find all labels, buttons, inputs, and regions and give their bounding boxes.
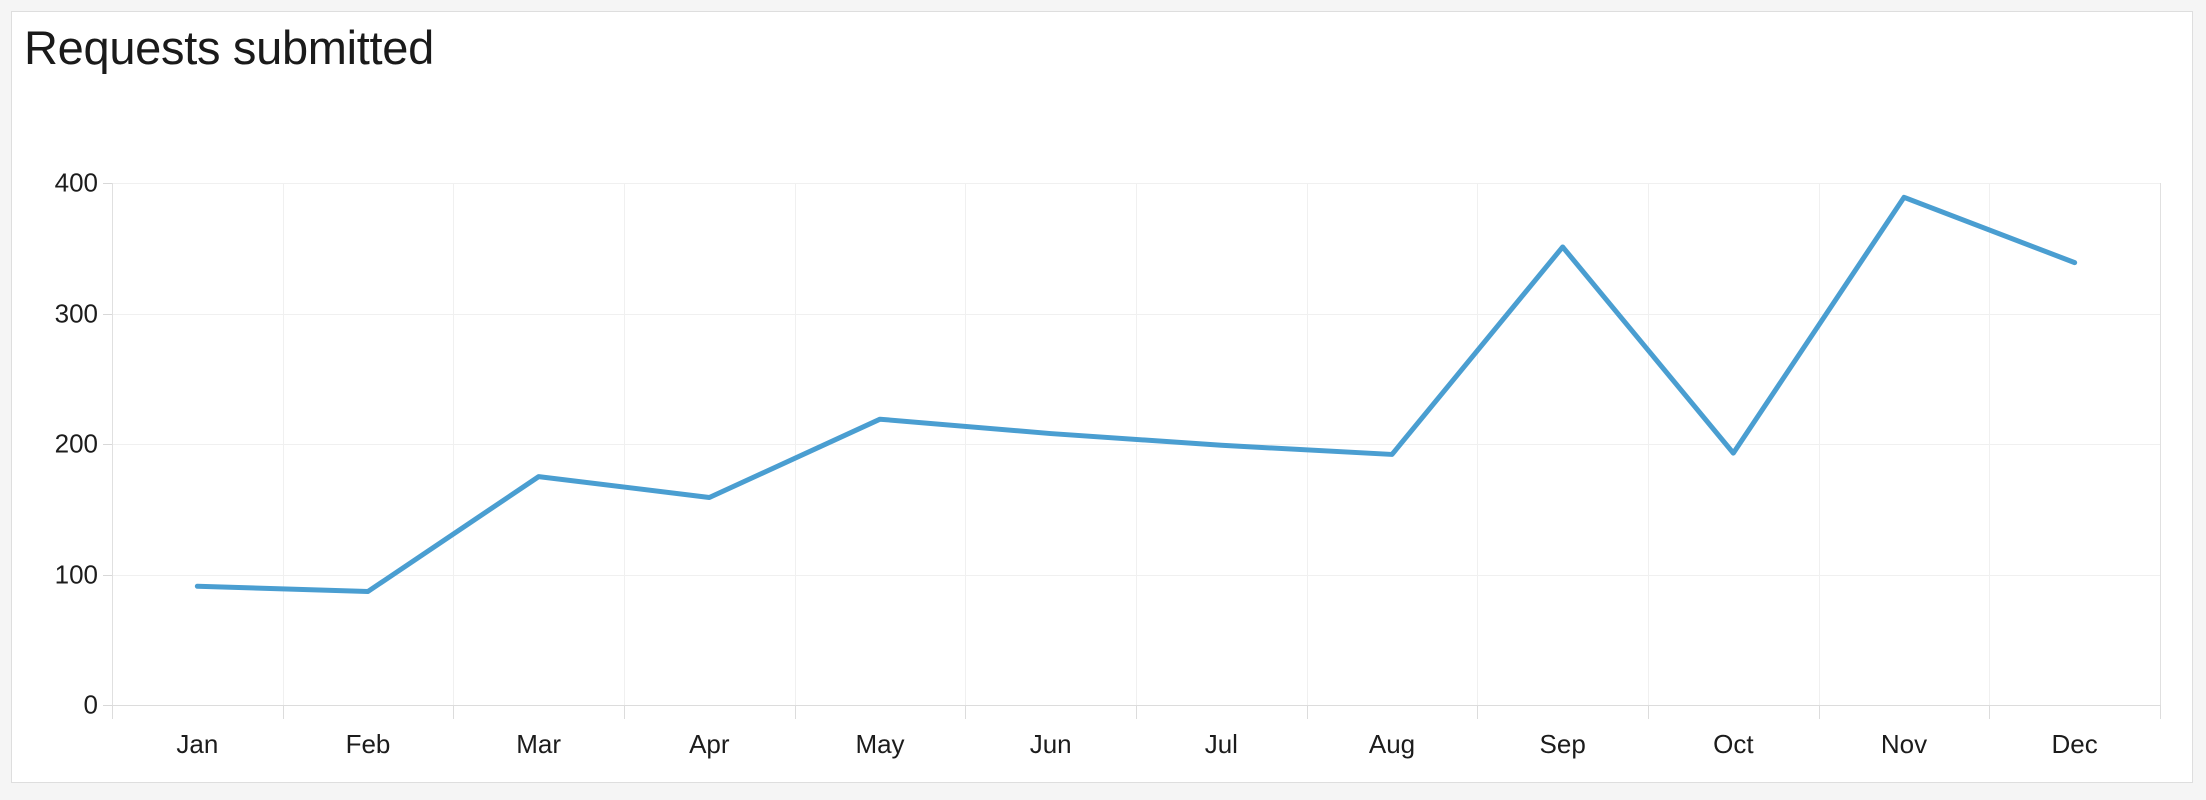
x-tick-mark xyxy=(1648,705,1649,719)
x-tick-mark xyxy=(1136,705,1137,719)
x-tick-mark xyxy=(453,705,455,719)
y-tick-mark xyxy=(103,183,112,184)
x-tick-mark xyxy=(112,705,113,719)
x-tick-mark xyxy=(1477,705,1479,719)
x-gridline xyxy=(794,183,796,705)
x-gridline xyxy=(282,183,284,705)
x-axis-label: Mar xyxy=(516,729,562,759)
x-axis-label: Nov xyxy=(1880,729,1928,759)
x-tick-mark xyxy=(624,705,625,719)
series-line-requests-submitted xyxy=(194,194,2078,594)
x-gridline xyxy=(624,183,625,705)
x-gridline xyxy=(1989,183,1991,705)
x-gridline xyxy=(1136,183,1137,705)
x-axis-label: May xyxy=(855,729,905,759)
x-gridline xyxy=(1818,183,1820,705)
y-axis-label: 0 xyxy=(83,689,98,720)
y-tick-mark xyxy=(103,444,112,445)
y-axis-label: 200 xyxy=(54,428,98,459)
chart-card: Requests submitted 0 100 200 300 400 Jan Feb M… xyxy=(11,11,2193,783)
x-axis-label: Sep xyxy=(1539,729,1586,759)
x-axis-label: Dec xyxy=(2051,729,2098,759)
x-axis-label: Jan xyxy=(176,729,219,759)
x-gridline xyxy=(1648,183,1649,705)
x-gridline xyxy=(2160,183,2161,705)
x-tick-mark xyxy=(1818,705,1820,719)
x-tick-mark xyxy=(794,705,796,719)
x-gridline xyxy=(1306,183,1308,705)
x-tick-mark xyxy=(1306,705,1308,719)
x-tick-mark xyxy=(2160,705,2161,719)
line-chart-plot-area: 0 100 200 300 400 Jan Feb Mar Apr May Jun Jul Aug Se… xyxy=(55,168,2161,759)
x-axis-label: Jun xyxy=(1029,729,1072,759)
y-tick-mark xyxy=(103,313,112,315)
x-axis-label: Feb xyxy=(345,729,391,759)
y-tick-mark xyxy=(103,705,112,706)
y-axis-label: 300 xyxy=(54,298,98,328)
x-axis-label: Jul xyxy=(1204,729,1238,759)
x-gridline xyxy=(965,183,967,705)
x-gridline xyxy=(1477,183,1479,705)
x-axis-label: Aug xyxy=(1368,729,1416,759)
x-tick-mark xyxy=(1989,705,1991,719)
x-gridline xyxy=(112,183,113,705)
x-tick-mark xyxy=(965,705,967,719)
x-tick-mark xyxy=(282,705,284,719)
y-tick-mark xyxy=(103,574,112,576)
x-axis-label: Apr xyxy=(689,729,730,759)
y-axis-label: 400 xyxy=(54,167,98,198)
y-axis-label: 100 xyxy=(54,559,98,589)
x-axis-label: Oct xyxy=(1713,729,1754,759)
page-title: Requests submitted xyxy=(24,21,434,74)
x-gridline xyxy=(453,183,455,705)
line-series xyxy=(194,194,2078,594)
